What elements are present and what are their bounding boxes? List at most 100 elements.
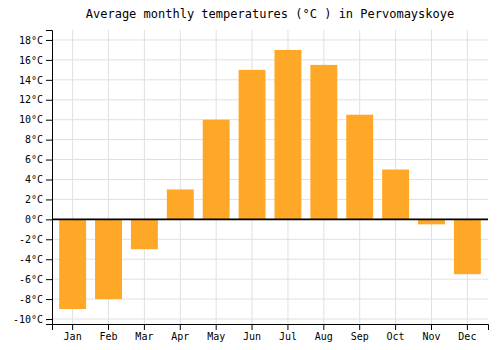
y-tick: 6°C bbox=[25, 154, 52, 165]
x-tick-mark bbox=[287, 324, 288, 330]
x-tick-label: Dec bbox=[458, 331, 476, 342]
grid-line-y bbox=[52, 199, 488, 200]
y-tick: 10°C bbox=[19, 114, 52, 125]
y-tick-label: 2°C bbox=[25, 194, 43, 205]
x-axis: Jan Feb Mar Apr May Jun Jul Aug Sep Oct Nov Dec bbox=[53, 324, 489, 342]
grid-line-y bbox=[52, 39, 488, 40]
y-axis-line bbox=[46, 31, 53, 325]
grid-line-y bbox=[52, 179, 488, 180]
x-tick: Aug bbox=[315, 324, 333, 342]
grid-line-y bbox=[52, 59, 488, 60]
x-tick: Apr bbox=[171, 324, 189, 342]
x-tick-label: Oct bbox=[387, 331, 405, 342]
grid-line-x bbox=[144, 30, 145, 324]
y-tick-mark bbox=[46, 100, 52, 101]
grid-line-y bbox=[52, 99, 488, 100]
x-tick: Mar bbox=[135, 324, 153, 342]
y-tick-label: 8°C bbox=[25, 134, 43, 145]
x-tick-label: Jul bbox=[279, 331, 297, 342]
x-tick: Jan bbox=[64, 324, 82, 342]
y-tick: 16°C bbox=[19, 55, 52, 66]
x-tick-mark bbox=[431, 324, 432, 330]
x-tick-label: May bbox=[207, 331, 225, 342]
y-tick: 18°C bbox=[19, 35, 52, 46]
x-tick-label: Mar bbox=[135, 331, 153, 342]
bar bbox=[346, 115, 373, 220]
x-tick-label: Jan bbox=[64, 331, 82, 342]
y-tick: -10°C bbox=[13, 314, 52, 325]
x-tick-mark bbox=[216, 324, 217, 330]
x-tick: Dec bbox=[458, 324, 476, 342]
y-tick: 4°C bbox=[25, 174, 52, 185]
y-tick-mark bbox=[46, 199, 52, 200]
y-tick-mark bbox=[46, 219, 52, 220]
y-tick: -8°C bbox=[19, 294, 52, 305]
bar bbox=[203, 120, 230, 220]
x-tick-mark bbox=[252, 324, 253, 330]
plot: -10°C-8°C-6°C-4°C-2°C0°C2°C4°C6°C8°C10°C… bbox=[13, 30, 489, 342]
y-tick-label: 16°C bbox=[19, 55, 43, 66]
bar bbox=[59, 219, 86, 309]
x-tick: Jul bbox=[279, 324, 297, 342]
x-tick-mark bbox=[395, 324, 396, 330]
bar bbox=[310, 65, 337, 219]
y-tick-label: 6°C bbox=[25, 154, 43, 165]
y-tick-label: -10°C bbox=[13, 314, 43, 325]
y-tick-mark bbox=[46, 239, 52, 240]
x-tick-label: Feb bbox=[99, 331, 117, 342]
x-tick: Nov bbox=[422, 324, 440, 342]
bar bbox=[239, 70, 266, 219]
grid-line-y bbox=[52, 139, 488, 140]
x-tick-label: Aug bbox=[315, 331, 333, 342]
y-tick-label: 10°C bbox=[19, 114, 43, 125]
x-tick-label: Nov bbox=[422, 331, 440, 342]
x-tick-mark bbox=[467, 324, 468, 330]
bar bbox=[382, 170, 409, 220]
zero-line bbox=[52, 218, 488, 220]
y-tick-mark bbox=[46, 319, 52, 320]
x-axis-line bbox=[53, 325, 489, 331]
y-tick-label: 14°C bbox=[19, 75, 43, 86]
y-tick-mark bbox=[46, 179, 52, 180]
x-tick-mark bbox=[180, 324, 181, 330]
x-tick: May bbox=[207, 324, 225, 342]
bar bbox=[131, 219, 158, 249]
x-tick: Feb bbox=[99, 324, 117, 342]
y-tick-mark bbox=[46, 259, 52, 260]
bar bbox=[274, 50, 301, 219]
x-tick-mark bbox=[108, 324, 109, 330]
y-tick-label: -8°C bbox=[19, 294, 43, 305]
x-tick-mark bbox=[72, 324, 73, 330]
y-tick: 2°C bbox=[25, 194, 52, 205]
grid-line-x bbox=[467, 30, 468, 324]
x-tick-label: Jun bbox=[243, 331, 261, 342]
y-tick-mark bbox=[46, 120, 52, 121]
grid-line-y bbox=[52, 79, 488, 80]
y-tick: 0°C bbox=[25, 214, 52, 225]
x-tick-mark bbox=[144, 324, 145, 330]
grid-line-y bbox=[52, 219, 488, 220]
y-tick-label: 18°C bbox=[19, 35, 43, 46]
grid-line-x bbox=[431, 30, 432, 324]
grid-line-y bbox=[52, 319, 488, 320]
y-tick-label: -2°C bbox=[19, 234, 43, 245]
bar bbox=[454, 219, 481, 274]
bar bbox=[95, 219, 122, 299]
y-tick-mark bbox=[46, 40, 52, 41]
x-tick-mark bbox=[359, 324, 360, 330]
y-tick: 8°C bbox=[25, 134, 52, 145]
y-tick-label: 0°C bbox=[25, 214, 43, 225]
grid-line-y bbox=[52, 119, 488, 120]
marks bbox=[52, 50, 488, 309]
y-tick-mark bbox=[46, 160, 52, 161]
y-tick: 12°C bbox=[19, 94, 52, 105]
y-tick-label: 12°C bbox=[19, 94, 43, 105]
chart: -10°C-8°C-6°C-4°C-2°C0°C2°C4°C6°C8°C10°C… bbox=[0, 0, 500, 350]
y-tick-label: 4°C bbox=[25, 174, 43, 185]
y-tick-mark bbox=[46, 279, 52, 280]
x-tick: Sep bbox=[351, 324, 369, 342]
x-tick-mark bbox=[323, 324, 324, 330]
y-axis: -10°C-8°C-6°C-4°C-2°C0°C2°C4°C6°C8°C10°C… bbox=[13, 31, 53, 325]
y-tick-mark bbox=[46, 140, 52, 141]
x-tick-label: Apr bbox=[171, 331, 189, 342]
